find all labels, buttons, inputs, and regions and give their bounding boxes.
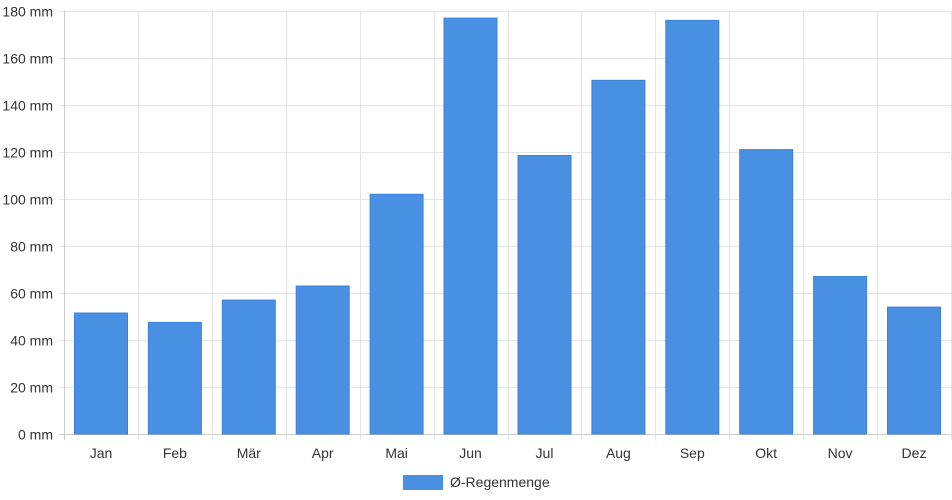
- y-tick-label: 140 mm: [2, 98, 53, 114]
- x-tick-label: Mär: [237, 445, 261, 461]
- bar-jul[interactable]: [517, 155, 572, 435]
- x-tick-label: Mai: [385, 445, 408, 461]
- y-tick-label: 60 mm: [10, 286, 53, 302]
- bar-mai[interactable]: [369, 193, 424, 435]
- x-tick-label: Sep: [680, 445, 705, 461]
- bar-jan[interactable]: [74, 312, 128, 435]
- x-tick-label: Aug: [606, 445, 631, 461]
- legend-swatch[interactable]: [403, 475, 443, 490]
- y-axis-ticks: 0 mm 20 mm 40 mm 60 mm 80 mm 100 mm 120 mm 140 …: [2, 4, 53, 443]
- y-tick-label: 180 mm: [2, 4, 53, 20]
- bar-sep[interactable]: [665, 19, 720, 435]
- legend[interactable]: Ø-Regenmenge: [403, 474, 550, 490]
- bar-okt[interactable]: [739, 149, 794, 435]
- x-tick-label: Nov: [828, 445, 853, 461]
- bar-jun[interactable]: [443, 17, 498, 435]
- bar-apr[interactable]: [295, 285, 350, 435]
- bar-aug[interactable]: [591, 79, 646, 435]
- y-tick-label: 80 mm: [10, 239, 53, 255]
- x-tick-label: Feb: [163, 445, 187, 461]
- x-tick-label: Jun: [459, 445, 482, 461]
- y-tick-label: 120 mm: [2, 145, 53, 161]
- y-tick-label: 40 mm: [10, 333, 53, 349]
- x-tick-label: Okt: [755, 445, 777, 461]
- legend-label[interactable]: Ø-Regenmenge: [450, 474, 550, 490]
- x-tick-label: Dez: [902, 445, 927, 461]
- bar-mär[interactable]: [221, 299, 276, 435]
- x-axis-ticks: Jan Feb Mär Apr Mai Jun Jul Aug Sep Okt Nov Dez: [90, 445, 927, 461]
- y-tick-label: 100 mm: [2, 192, 53, 208]
- y-tick-label: 160 mm: [2, 51, 53, 67]
- bars: [74, 17, 941, 435]
- bar-feb[interactable]: [147, 321, 202, 435]
- x-tick-label: Apr: [312, 445, 334, 461]
- bar-nov[interactable]: [813, 276, 868, 435]
- x-tick-label: Jan: [90, 445, 113, 461]
- x-tick-label: Jul: [536, 445, 554, 461]
- bar-dez[interactable]: [887, 306, 941, 435]
- y-tick-label: 20 mm: [10, 380, 53, 396]
- y-tick-label: 0 mm: [18, 427, 53, 443]
